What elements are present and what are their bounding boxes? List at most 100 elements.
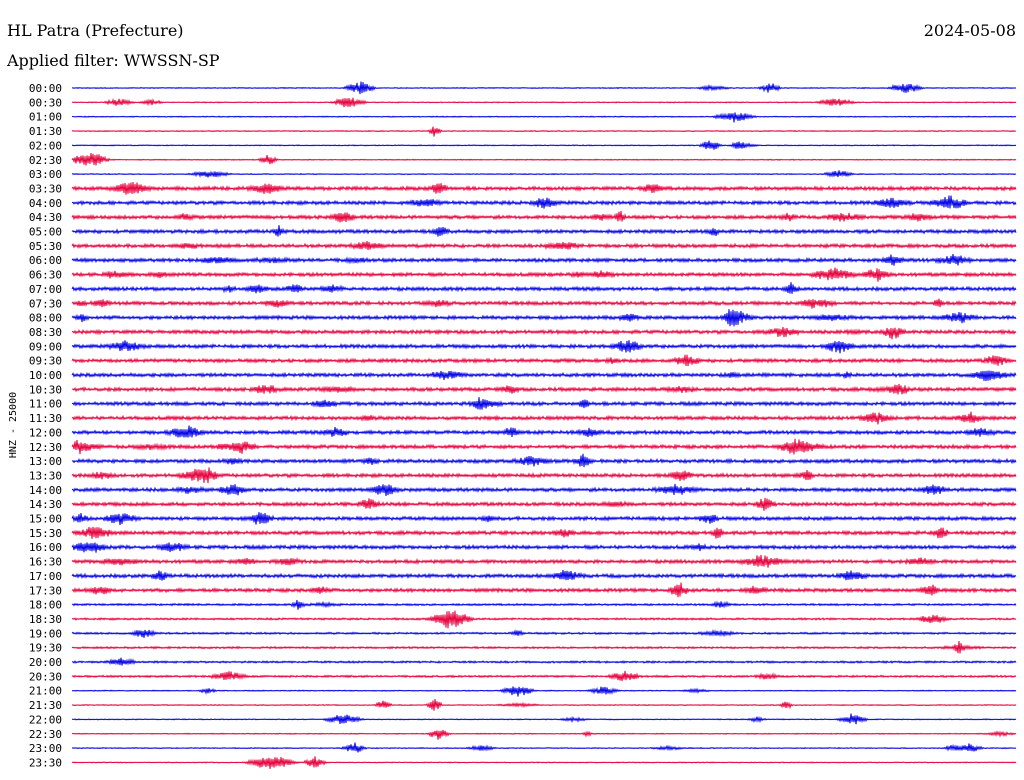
trace-row-1400 bbox=[71, 483, 1017, 497]
trace-row-2330 bbox=[71, 756, 1017, 769]
trace-row-0500 bbox=[71, 225, 1017, 237]
tick-label-2230: 22:30 bbox=[29, 728, 62, 741]
tick-label-0600: 06:00 bbox=[29, 254, 62, 267]
channel-label: HNZ - 25000 bbox=[8, 392, 19, 458]
trace-row-0830 bbox=[71, 327, 1017, 340]
tick-label-0530: 05:30 bbox=[29, 240, 62, 253]
tick-label-0700: 07:00 bbox=[29, 283, 62, 296]
tick-label-0230: 02:30 bbox=[29, 154, 62, 167]
tick-label-0930: 09:30 bbox=[29, 355, 62, 368]
trace-row-1330 bbox=[71, 467, 1017, 484]
tick-label-2200: 22:00 bbox=[29, 713, 62, 726]
tick-label-0430: 04:30 bbox=[29, 211, 62, 224]
tick-label-2130: 21:30 bbox=[29, 699, 62, 712]
tick-label-0500: 05:00 bbox=[29, 226, 62, 239]
trace-row-0030 bbox=[71, 97, 1017, 108]
date-label: 2024-05-08 bbox=[924, 21, 1016, 40]
trace-row-1600 bbox=[71, 542, 1017, 553]
trace-row-1630 bbox=[71, 554, 1017, 568]
tick-label-0900: 09:00 bbox=[29, 340, 62, 353]
trace-row-2100 bbox=[71, 686, 1017, 697]
trace-row-0330 bbox=[71, 181, 1017, 195]
tick-label-1400: 14:00 bbox=[29, 484, 62, 497]
filter-label: Applied filter: WWSSN-SP bbox=[6, 51, 220, 70]
tick-label-0130: 01:30 bbox=[29, 125, 62, 138]
tick-label-1000: 10:00 bbox=[29, 369, 62, 382]
tick-label-0330: 03:30 bbox=[29, 182, 62, 195]
tick-label-1530: 15:30 bbox=[29, 527, 62, 540]
tick-label-1030: 10:30 bbox=[29, 383, 62, 396]
trace-row-0600 bbox=[71, 253, 1017, 266]
seismic-traces bbox=[71, 81, 1017, 769]
tick-label-0100: 01:00 bbox=[29, 111, 62, 124]
trace-row-0430 bbox=[71, 210, 1017, 223]
tick-label-1330: 13:30 bbox=[29, 469, 62, 482]
tick-label-2330: 23:30 bbox=[29, 756, 62, 769]
tick-label-1730: 17:30 bbox=[29, 584, 62, 597]
trace-row-0300 bbox=[71, 170, 1017, 179]
trace-row-1700 bbox=[71, 570, 1017, 581]
trace-row-0400 bbox=[71, 195, 1017, 209]
trace-row-1430 bbox=[71, 497, 1017, 511]
trace-row-1230 bbox=[71, 438, 1017, 455]
trace-row-0800 bbox=[71, 309, 1017, 327]
tick-label-0830: 08:30 bbox=[29, 326, 62, 339]
tick-label-2030: 20:30 bbox=[29, 670, 62, 683]
trace-row-1300 bbox=[71, 453, 1017, 468]
trace-row-0630 bbox=[71, 267, 1017, 282]
trace-row-1000 bbox=[71, 370, 1017, 382]
trace-row-0900 bbox=[71, 340, 1017, 354]
tick-label-1900: 19:00 bbox=[29, 627, 62, 640]
station-title: HL Patra (Prefecture) bbox=[7, 21, 184, 40]
tick-label-1700: 17:00 bbox=[29, 570, 62, 583]
trace-row-1800 bbox=[71, 599, 1017, 610]
trace-row-0230 bbox=[71, 152, 1017, 166]
tick-label-2300: 23:00 bbox=[29, 742, 62, 755]
tick-label-1100: 11:00 bbox=[29, 398, 62, 411]
tick-label-0800: 08:00 bbox=[29, 312, 62, 325]
trace-row-1830 bbox=[71, 610, 1017, 629]
tick-label-0630: 06:30 bbox=[29, 269, 62, 282]
trace-row-1100 bbox=[71, 397, 1017, 410]
tick-label-2100: 21:00 bbox=[29, 685, 62, 698]
tick-label-0300: 03:00 bbox=[29, 168, 62, 181]
tick-label-0200: 02:00 bbox=[29, 139, 62, 152]
tick-label-1830: 18:30 bbox=[29, 613, 62, 626]
trace-row-2200 bbox=[71, 713, 1017, 725]
tick-label-1230: 12:30 bbox=[29, 441, 62, 454]
tick-label-0000: 00:00 bbox=[29, 82, 62, 95]
trace-row-0100 bbox=[71, 112, 1017, 123]
trace-row-1930 bbox=[71, 640, 1017, 654]
trace-row-0700 bbox=[71, 282, 1017, 294]
trace-row-1030 bbox=[71, 383, 1017, 395]
tick-label-1130: 11:30 bbox=[29, 412, 62, 425]
tick-label-1300: 13:00 bbox=[29, 455, 62, 468]
tick-label-0030: 00:30 bbox=[29, 96, 62, 109]
trace-row-1200 bbox=[71, 425, 1017, 438]
tick-label-1500: 15:00 bbox=[29, 513, 62, 526]
trace-row-0730 bbox=[71, 298, 1017, 309]
trace-row-2000 bbox=[71, 657, 1017, 666]
tick-label-1930: 19:30 bbox=[29, 642, 62, 655]
trace-row-0530 bbox=[71, 241, 1017, 251]
trace-row-1900 bbox=[71, 629, 1017, 638]
tick-label-0400: 04:00 bbox=[29, 197, 62, 210]
trace-row-2300 bbox=[71, 742, 1017, 753]
trace-row-1500 bbox=[71, 512, 1017, 526]
tick-label-1200: 12:00 bbox=[29, 426, 62, 439]
trace-row-1530 bbox=[71, 526, 1017, 539]
trace-row-0200 bbox=[71, 140, 1017, 150]
trace-row-2130 bbox=[71, 698, 1017, 711]
trace-row-0930 bbox=[71, 354, 1017, 367]
tick-label-0730: 07:30 bbox=[29, 297, 62, 310]
trace-row-1130 bbox=[71, 411, 1017, 425]
tick-label-1630: 16:30 bbox=[29, 556, 62, 569]
tick-label-1430: 14:30 bbox=[29, 498, 62, 511]
trace-row-1730 bbox=[71, 582, 1017, 598]
tick-label-2000: 20:00 bbox=[29, 656, 62, 669]
trace-row-0000 bbox=[71, 81, 1017, 95]
trace-row-2030 bbox=[71, 670, 1017, 682]
tick-label-1600: 16:00 bbox=[29, 541, 62, 554]
